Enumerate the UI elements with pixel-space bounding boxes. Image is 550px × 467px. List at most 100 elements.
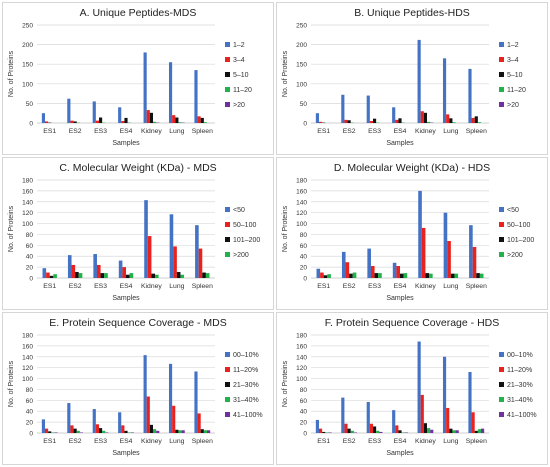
chart-e-bar bbox=[207, 430, 211, 433]
chart-b-bar bbox=[347, 120, 351, 123]
chart-d-bar bbox=[396, 266, 400, 278]
chart-d-bar bbox=[320, 272, 324, 278]
chart-a-bar bbox=[153, 121, 157, 123]
chart-e-svg: E. Protein Sequence Coverage - MDS 0 20 40 6… bbox=[8, 317, 263, 457]
chart-d-legend-label: 50–100 bbox=[507, 222, 530, 229]
chart-f-legend-label: 31–40% bbox=[507, 397, 533, 404]
chart-e-bar bbox=[73, 428, 77, 433]
chart-a-y-tick-label: 250 bbox=[22, 23, 33, 30]
chart-d-bar bbox=[367, 248, 371, 278]
chart-b-legend-swatch bbox=[499, 42, 504, 47]
chart-e-x-tick-label: ES4 bbox=[120, 438, 133, 445]
chart-e-x-tick-label: Lung bbox=[169, 438, 184, 445]
chart-a-svg: A. Unique Peptides-MDS 0 50 100 150 200 250 No.… bbox=[8, 7, 252, 147]
chart-c-legend-label: 101–200 bbox=[233, 237, 260, 244]
chart-b-bar bbox=[420, 111, 424, 123]
chart-a-bar bbox=[121, 121, 125, 123]
chart-e-bar bbox=[168, 363, 173, 433]
chart-b-bar bbox=[477, 122, 482, 123]
chart-d-bar bbox=[374, 273, 379, 278]
chart-e-bar bbox=[194, 371, 198, 433]
chart-c-bar bbox=[104, 273, 108, 278]
chart-f-bar bbox=[344, 423, 348, 433]
chart-e-legend-swatch bbox=[225, 412, 230, 417]
chart-d-bar bbox=[454, 273, 459, 278]
chart-c-x-tick-label: Kidney bbox=[141, 283, 162, 290]
chart-b-y-tick-label: 250 bbox=[296, 23, 307, 30]
chart-c-legend-label: <50 bbox=[233, 207, 245, 214]
chart-e-y-tick-label: 180 bbox=[22, 333, 33, 340]
chart-f-bar bbox=[477, 429, 482, 433]
chart-a-bar bbox=[149, 112, 154, 123]
chart-f-bar bbox=[398, 430, 402, 433]
chart-a-legend-label: 5–10 bbox=[233, 72, 249, 79]
chart-f-y-tick-label: 40 bbox=[300, 409, 308, 416]
chart-panel-d: D. Molecular Weight (KDa) - HDS 0 20 40 60 80… bbox=[276, 157, 548, 310]
chart-b-legend-label: 5–10 bbox=[507, 72, 523, 79]
chart-d-legend-swatch bbox=[499, 252, 504, 257]
chart-c-bar bbox=[129, 273, 134, 278]
chart-e-bar bbox=[143, 355, 147, 433]
chart-c-legend-swatch bbox=[225, 237, 230, 242]
chart-b-y-tick-label: 0 bbox=[303, 121, 307, 128]
chart-c-bar bbox=[144, 200, 148, 278]
chart-c-y-tick-label: 60 bbox=[26, 243, 34, 250]
chart-e-bar bbox=[181, 430, 185, 433]
chart-b-legend-swatch bbox=[499, 72, 504, 77]
chart-e-y-tick-label: 80 bbox=[26, 387, 34, 394]
chart-e-legend-label: 11–20% bbox=[233, 367, 258, 374]
chart-a-x-axis-label: Samples bbox=[112, 140, 140, 147]
chart-b-bar bbox=[341, 94, 345, 123]
chart-d-x-tick-label: ES4 bbox=[394, 283, 407, 290]
chart-e-x-tick-label: ES1 bbox=[43, 438, 56, 445]
chart-b-bar bbox=[318, 121, 323, 123]
chart-e-bar bbox=[121, 425, 125, 433]
chart-e-bar bbox=[203, 430, 208, 433]
chart-c-y-axis-label: No. of Proteins bbox=[8, 205, 15, 252]
chart-a-y-tick-label: 0 bbox=[29, 121, 33, 128]
chart-e-x-tick-label: Kidney bbox=[141, 438, 162, 445]
chart-b-bar bbox=[423, 112, 428, 123]
chart-panel-a: A. Unique Peptides-MDS 0 50 100 150 200 250 No.… bbox=[2, 2, 274, 155]
chart-f-bar bbox=[369, 423, 373, 433]
chart-f-bar bbox=[325, 432, 329, 433]
chart-d-title: D. Molecular Weight (KDa) - HDS bbox=[334, 162, 490, 174]
chart-f-y-tick-label: 80 bbox=[300, 387, 308, 394]
chart-a-y-tick-label: 50 bbox=[26, 101, 34, 108]
chart-e-y-tick-label: 140 bbox=[22, 354, 33, 361]
chart-d-bar bbox=[429, 273, 433, 278]
chart-b-legend-swatch bbox=[499, 102, 504, 107]
chart-c-bar bbox=[180, 274, 185, 278]
chart-a-x-tick-label: Lung bbox=[169, 128, 184, 135]
chart-a-x-tick-label: ES3 bbox=[94, 128, 107, 135]
chart-f-bar bbox=[404, 432, 408, 433]
chart-e-bar bbox=[95, 424, 99, 433]
chart-e-y-tick-label: 100 bbox=[22, 376, 33, 383]
chart-f-bar bbox=[427, 428, 431, 433]
chart-b-legend-swatch bbox=[499, 57, 504, 62]
chart-b-x-axis-label: Samples bbox=[386, 140, 414, 147]
chart-f-bar bbox=[455, 430, 459, 433]
chart-e-legend-label: 41–100% bbox=[233, 412, 263, 419]
chart-b-bar bbox=[344, 119, 348, 123]
chart-c-bar bbox=[75, 272, 79, 278]
chart-e-bar bbox=[146, 396, 150, 433]
chart-f-bar bbox=[318, 428, 323, 433]
chart-c-x-tick-label: Spleen bbox=[192, 283, 213, 290]
chart-f-x-tick-label: Spleen bbox=[466, 438, 487, 445]
chart-f-bar bbox=[322, 431, 326, 433]
chart-a-bar bbox=[98, 117, 103, 123]
chart-panel-b: B. Unique Peptides-HDS 0 50 100 150 200 250 No.… bbox=[276, 2, 548, 155]
chart-d-y-tick-label: 0 bbox=[303, 276, 307, 283]
chart-e-bar bbox=[44, 428, 49, 433]
chart-e-y-tick-label: 40 bbox=[26, 409, 34, 416]
chart-a-bar bbox=[197, 116, 201, 123]
chart-e-bar bbox=[130, 432, 134, 433]
chart-e-bar bbox=[124, 430, 128, 433]
chart-c-title: C. Molecular Weight (KDa) - MDS bbox=[59, 162, 216, 174]
chart-d-bar bbox=[378, 273, 382, 278]
chart-d-bar bbox=[345, 262, 350, 278]
chart-f-legend-swatch bbox=[499, 412, 504, 417]
chart-b-y-tick-label: 50 bbox=[300, 101, 308, 108]
